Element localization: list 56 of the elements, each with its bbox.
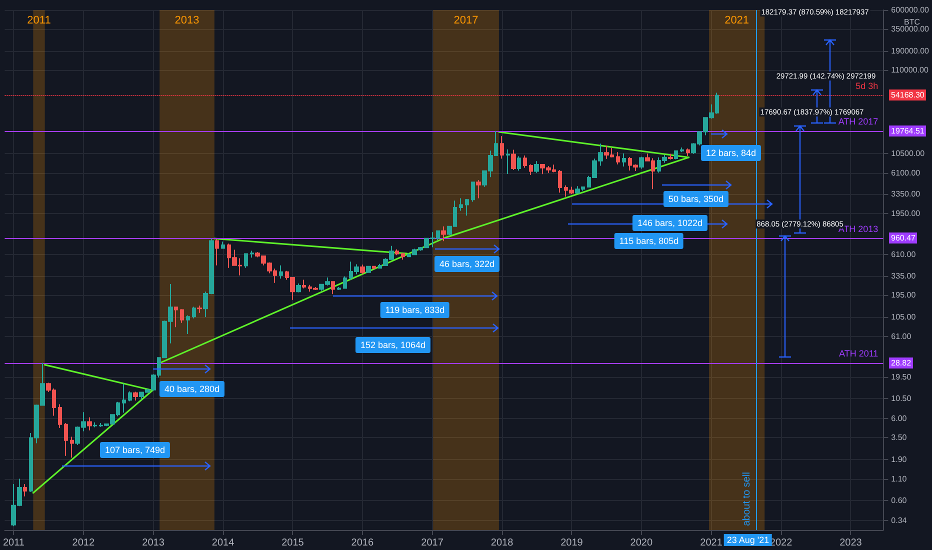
x-tick-label: 2012 [72,538,95,548]
band-label: 2017 [454,14,478,26]
y-tick-label: 195.00 [891,290,916,300]
y-tick-label: 0.60 [891,496,908,505]
annotation: 46 bars, 322d [434,256,500,272]
x-tick-label: 2014 [212,538,235,548]
x-tick-label: 2019 [560,538,584,548]
y-tick-label: 190000.00 [891,46,930,56]
x-tick-label: 2021 [700,538,723,548]
y-tick-label: 335.00 [891,271,916,280]
y-tick-label: 3350.00 [891,190,921,199]
y-tick-label: 0.34 [891,516,908,525]
y-tick-label: 1.90 [891,454,908,464]
annotation: 115 bars, 805d [614,233,684,249]
y-tick-label: 1950.00 [891,208,921,218]
x-tick-label: 2018 [490,538,514,548]
y-tick-label: 610.00 [891,250,916,260]
band-label: 2021 [724,14,750,26]
x-tick-label: 2013 [142,538,165,548]
y-tick-label: 6100.00 [891,168,921,178]
text: 19764.51 [889,126,926,137]
band-label: 2011 [27,14,51,26]
y-tick-label: 105.00 [891,312,916,322]
y-tick-label: 6.00 [891,414,908,424]
x-tick-label: 2020 [630,538,653,548]
ref-line-label: ATH 2017 [838,116,878,127]
y-tick-label: 1.10 [891,474,908,484]
y-tick-label: 350000.00 [891,24,930,34]
annotation: 107 bars, 749d [100,442,170,458]
x-tick-label: 2011 [2,538,25,548]
y-tick-label: 61.00 [891,332,912,341]
annotation: 50 bars, 350d [663,191,729,207]
text: 28.82 [889,357,914,368]
annotation: 146 bars, 1022d [632,215,708,231]
annotation: 40 bars, 280d [159,381,225,397]
band-label: 2013 [174,14,200,26]
y-tick-label: 600000.00 [891,6,930,14]
x-tick-label: 2017 [421,538,444,548]
ref-line-label: 5d 3h [856,80,878,91]
annotation: 152 bars, 1064d [355,337,431,353]
x-tick-label: 2015 [282,538,304,548]
x-tick-label: 2023 [840,538,862,548]
text: 54168.30 [889,90,926,101]
y-tick-label: 19.50 [891,372,912,382]
annotation: 12 bars, 84d [700,145,762,161]
y-tick-label: 10.50 [891,394,912,404]
y-axis-title: BTC [904,16,920,26]
ref-line-label: ATH 2011 [838,348,878,358]
annotation: 119 bars, 833d [380,302,450,318]
text: 960.47 [889,232,918,244]
text: 23 Aug '21 [726,535,770,545]
y-tick-label: 10500.00 [891,149,926,158]
y-tick-label: 110000.00 [891,66,929,75]
ref-line-label: about to sell [742,472,752,526]
x-tick-label: 2016 [351,538,374,548]
y-tick-label: 3.50 [891,433,908,442]
